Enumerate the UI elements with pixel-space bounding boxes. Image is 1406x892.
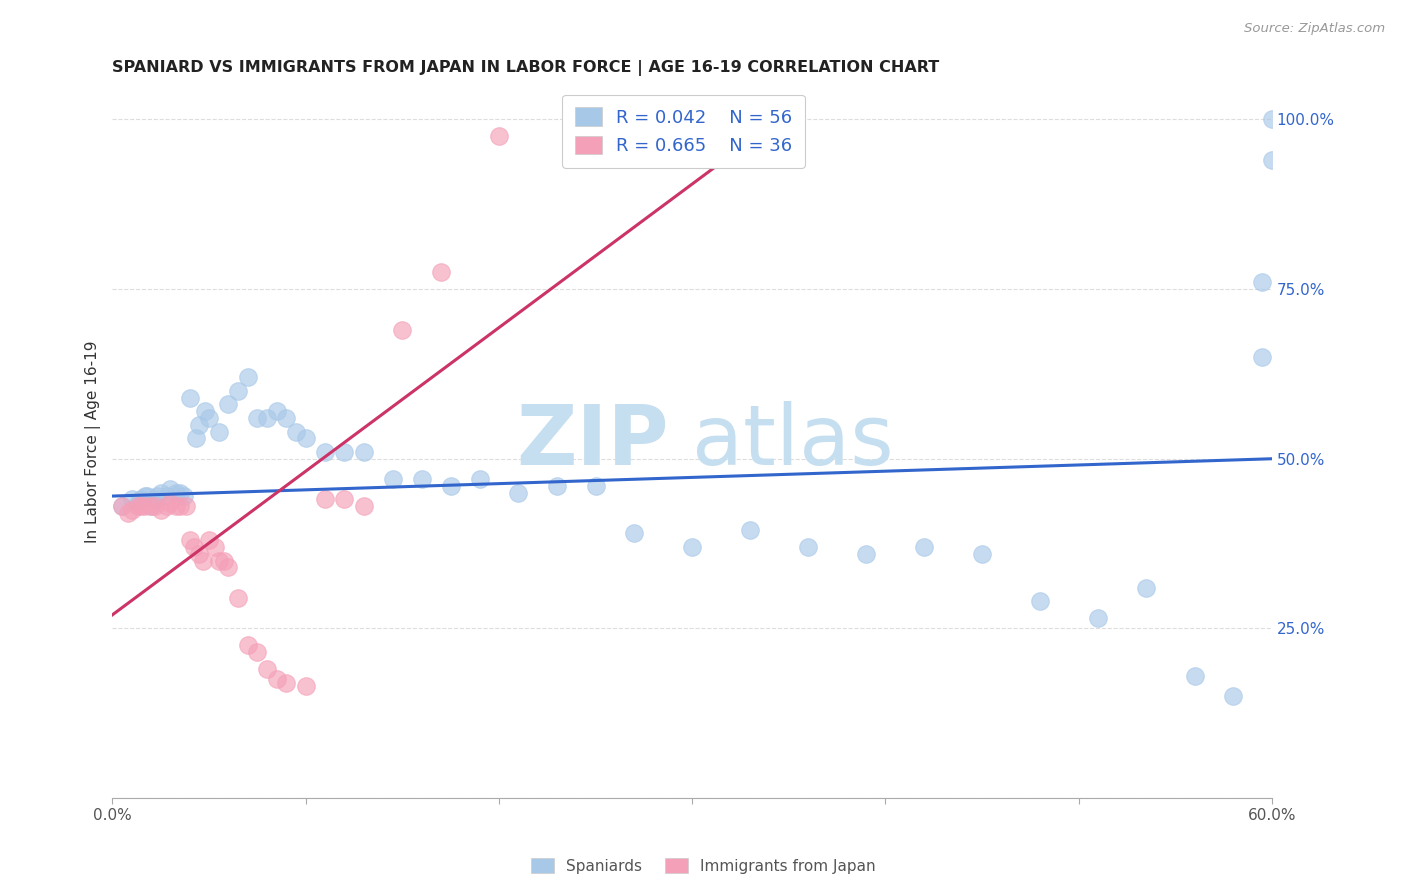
Point [165,485,187,500]
Point [585,479,607,493]
Point [1251,350,1274,364]
Point [214,553,236,567]
Point [236,370,259,384]
Point [155,489,177,503]
Text: SPANIARD VS IMMIGRANTS FROM JAPAN IN LABOR FORCE | AGE 16-19 CORRELATION CHART: SPANIARD VS IMMIGRANTS FROM JAPAN IN LAB… [112,60,939,76]
Point [970,547,993,561]
Point [165,500,187,514]
Point [246,411,269,425]
Point [314,445,336,459]
Point [121,492,143,507]
Point [121,502,143,516]
Point [256,662,278,676]
Point [155,500,177,514]
Point [1261,153,1284,168]
Text: Source: ZipAtlas.com: Source: ZipAtlas.com [1244,22,1385,36]
Point [117,506,139,520]
Point [143,500,166,514]
Point [381,472,404,486]
Point [439,479,461,493]
Point [508,485,530,500]
Point [131,492,153,507]
Legend: Spaniards, Immigrants from Japan: Spaniards, Immigrants from Japan [524,852,882,880]
Point [430,265,453,279]
Point [294,679,316,693]
Point [179,533,201,548]
Point [353,500,375,514]
Point [208,553,231,567]
Point [198,411,221,425]
Point [1222,690,1244,704]
Point [468,472,491,486]
Point [276,675,298,690]
Point [1184,669,1206,683]
Point [266,673,288,687]
Point [333,492,356,507]
Point [1135,581,1157,595]
Point [855,547,877,561]
Point [146,489,169,503]
Point [159,483,181,497]
Point [285,425,308,439]
Point [681,540,703,554]
Point [169,500,191,514]
Point [333,445,356,459]
Point [111,500,134,514]
Point [226,591,249,605]
Point [208,425,231,439]
Point [236,639,259,653]
Point [193,553,215,567]
Point [134,500,156,514]
Point [217,560,239,574]
Point [139,500,162,514]
Point [134,489,156,503]
Point [912,540,935,554]
Point [411,472,433,486]
Point [1087,611,1109,625]
Point [353,445,375,459]
Point [488,129,510,144]
Point [149,502,172,516]
Y-axis label: In Labor Force | Age 16-19: In Labor Force | Age 16-19 [86,341,101,543]
Point [1251,275,1274,289]
Point [194,404,217,418]
Point [623,526,645,541]
Point [740,523,762,537]
Point [183,540,205,554]
Point [184,431,207,445]
Point [246,645,269,659]
Point [294,431,316,445]
Point [276,411,298,425]
Point [198,533,221,548]
Point [127,500,149,514]
Point [169,485,191,500]
Point [149,485,172,500]
Point [143,492,166,507]
Legend: R = 0.042    N = 56, R = 0.665    N = 36: R = 0.042 N = 56, R = 0.665 N = 36 [562,95,806,168]
Point [256,411,278,425]
Point [546,479,568,493]
Point [173,489,195,503]
Point [391,323,413,337]
Point [188,417,211,432]
Point [131,500,153,514]
Point [188,547,211,561]
Point [204,540,226,554]
Text: ZIP: ZIP [516,401,669,483]
Point [159,496,181,510]
Point [217,397,239,411]
Point [139,500,162,514]
Point [174,500,197,514]
Point [797,540,820,554]
Point [111,500,134,514]
Point [136,489,159,503]
Point [1261,112,1284,127]
Point [179,391,201,405]
Point [1029,594,1052,608]
Point [314,492,336,507]
Text: atlas: atlas [692,401,894,483]
Point [266,404,288,418]
Point [127,496,149,510]
Point [226,384,249,398]
